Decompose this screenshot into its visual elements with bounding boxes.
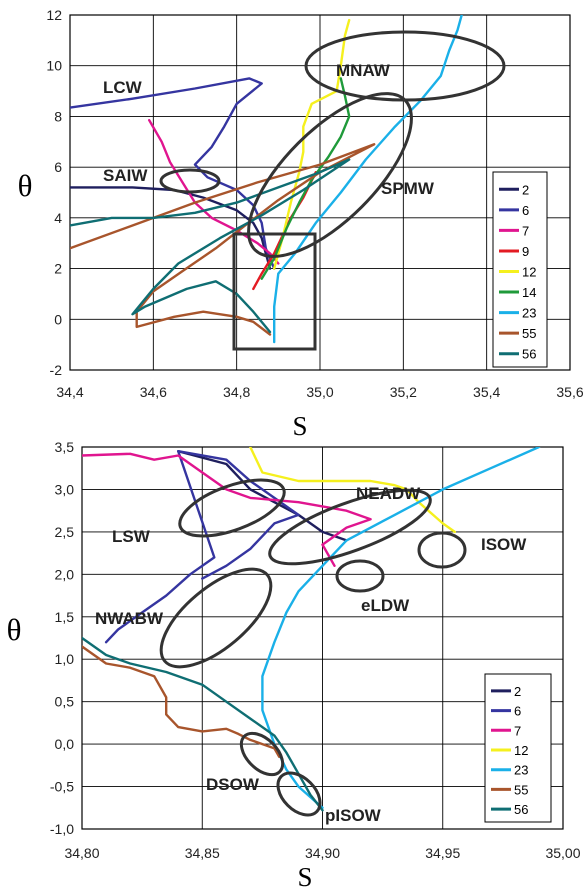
x-tick-label: 34,8	[223, 384, 250, 400]
y-tick-label: -0,5	[50, 779, 74, 795]
y-tick-label: 2	[54, 261, 62, 277]
legend-label-2: 2	[522, 182, 529, 197]
x-tick-label: 35,2	[390, 384, 417, 400]
y-tick-label: 12	[46, 7, 62, 23]
legend-box	[492, 171, 548, 368]
x-tick-label: 35,4	[473, 384, 500, 400]
y-tick-label: 2,5	[55, 524, 75, 540]
legend-label-12: 12	[514, 743, 528, 758]
water-mass-ellipse	[417, 531, 467, 569]
chart-bottom: 34,80 34,85 34,90 34,95 35,00 -1,0 -0,5 0,0 0,5 1…	[7, 439, 581, 892]
legend-label-55: 55	[522, 326, 536, 341]
x-tick-label: 35,0	[306, 384, 333, 400]
x-tick-label: 34,80	[64, 845, 99, 861]
legend-label-9: 9	[522, 244, 529, 259]
y-tick-label: 8	[54, 108, 62, 124]
series-line-56	[70, 158, 351, 334]
annotation-mnaw: MNAW	[336, 61, 391, 80]
series-line-7	[82, 452, 372, 567]
legend-label-56: 56	[514, 802, 528, 817]
water-mass-ellipse	[159, 567, 273, 669]
y-tick-label: 10	[46, 58, 62, 74]
y-tick-label: 1,0	[55, 651, 75, 667]
legend-label-55: 55	[514, 782, 528, 797]
water-mass-ellipse	[268, 488, 432, 566]
series-line-6	[104, 450, 300, 644]
legend-label-7: 7	[522, 223, 529, 238]
y-tick-label: 3,0	[55, 481, 75, 497]
annotation-eldw: eLDW	[361, 596, 410, 615]
x-tick-label: 35,6	[556, 384, 583, 400]
x-tick-label: 35,00	[545, 845, 580, 861]
water-mass-ellipse	[335, 559, 385, 593]
series-line-12	[273, 18, 351, 270]
plot-area	[82, 447, 541, 812]
y-tick-label: 1,5	[55, 609, 75, 625]
series-line-55	[70, 143, 376, 336]
legend-label-2: 2	[514, 684, 521, 699]
x-tick-label: 34,95	[425, 845, 460, 861]
series-line-23	[273, 15, 463, 344]
legend-label-6: 6	[522, 203, 529, 218]
highlight-box	[232, 232, 317, 351]
series-line-12	[249, 447, 456, 534]
water-mass-ellipse	[159, 168, 221, 194]
y-tick-label: 0,0	[55, 736, 75, 752]
x-tick-label: 34,4	[56, 384, 83, 400]
x-tick-label: 34,90	[305, 845, 340, 861]
water-mass-ellipse	[239, 731, 285, 777]
y-tick-label: 0	[54, 311, 62, 327]
chart-top: 34,4 34,6 34,8 35,0 35,2 35,4 35,6 -2 0 2 4 6 8 10 12 S…	[18, 7, 583, 441]
plot-area	[70, 15, 463, 344]
annotation-isow: ISOW	[481, 535, 527, 554]
legend-label-23: 23	[522, 306, 536, 321]
y-tick-label: 4	[54, 210, 62, 226]
y-tick-label: 2,0	[55, 566, 75, 582]
annotation-pisow: pISOW	[325, 806, 382, 825]
water-mass-ellipse	[247, 92, 413, 258]
annotation-nwabw: NWABW	[95, 609, 164, 628]
series-line-55	[82, 645, 281, 758]
y-axis-title: θ	[18, 168, 33, 203]
y-tick-label: 3,5	[55, 439, 75, 455]
water-mass-ellipse	[178, 478, 286, 538]
x-tick-label: 34,6	[140, 384, 167, 400]
y-tick-label: -2	[50, 362, 63, 378]
series-line-56	[82, 636, 324, 812]
legend-label-56: 56	[522, 347, 536, 362]
x-axis-title: S	[297, 862, 312, 892]
y-tick-label: 0,5	[55, 694, 75, 710]
legend-label-23: 23	[514, 763, 528, 778]
y-tick-label: -1,0	[50, 821, 74, 837]
annotation-dsow: DSOW	[206, 775, 260, 794]
legend-box	[484, 673, 552, 823]
legend-label-6: 6	[514, 704, 521, 719]
water-mass-ellipse	[276, 771, 322, 817]
legend-label-14: 14	[522, 285, 536, 300]
annotation-spmw: SPMW	[381, 179, 435, 198]
y-tick-label: 6	[54, 159, 62, 175]
legend-label-12: 12	[522, 265, 536, 280]
annotation-saiw: SAIW	[103, 166, 148, 185]
x-tick-label: 34,85	[185, 845, 220, 861]
y-axis-title: θ	[7, 612, 22, 647]
annotation-lsw: LSW	[112, 527, 151, 546]
annotation-lcw: LCW	[103, 78, 143, 97]
x-axis-title: S	[292, 411, 307, 441]
plot-frame	[69, 14, 571, 371]
legend-label-7: 7	[514, 723, 521, 738]
series-line-2	[177, 450, 348, 542]
annotation-neadw: NEADW	[356, 484, 421, 503]
